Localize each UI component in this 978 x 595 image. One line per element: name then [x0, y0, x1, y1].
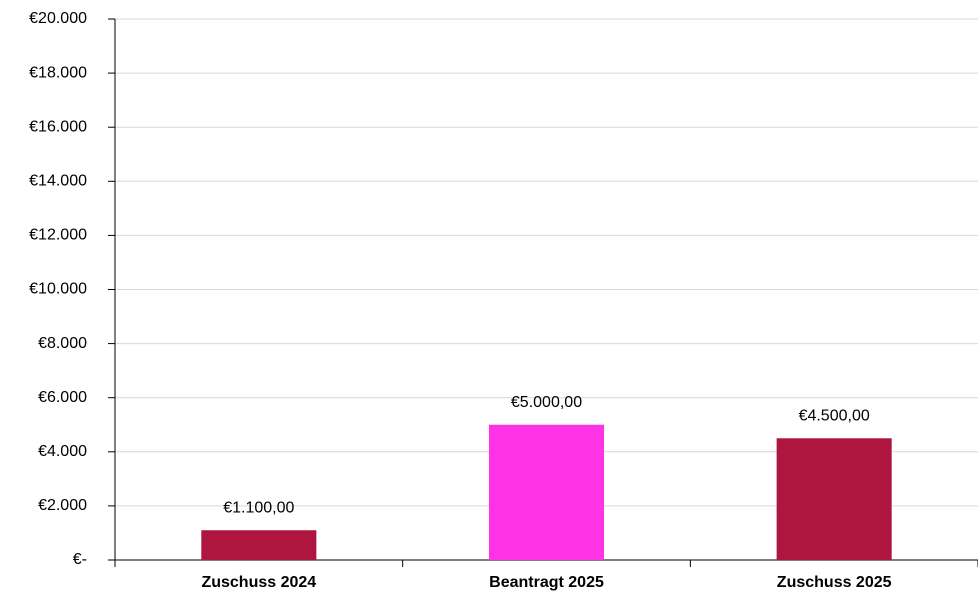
y-tick-label: €14.000 — [29, 173, 87, 190]
y-tick-label: €12.000 — [29, 227, 87, 244]
x-tick-label: Zuschuss 2025 — [777, 574, 892, 591]
bar — [488, 424, 605, 560]
y-tick-label: €8.000 — [38, 335, 87, 352]
y-tick-label: €18.000 — [29, 64, 87, 81]
data-label: €4.500,00 — [799, 407, 870, 424]
bar — [201, 530, 317, 560]
x-tick-label: Beantragt 2025 — [489, 574, 604, 591]
y-tick-label: €4.000 — [38, 443, 87, 460]
y-tick-label: €20.000 — [29, 10, 87, 27]
bar — [776, 438, 892, 560]
data-label: €1.100,00 — [223, 499, 294, 516]
y-tick-label: €16.000 — [29, 118, 87, 135]
y-tick-label: €2.000 — [38, 497, 87, 514]
y-tick-label: €6.000 — [38, 389, 87, 406]
y-tick-label: €- — [73, 551, 87, 568]
data-label: €5.000,00 — [511, 394, 582, 411]
x-tick-label: Zuschuss 2024 — [201, 574, 316, 591]
y-tick-label: €10.000 — [29, 281, 87, 298]
